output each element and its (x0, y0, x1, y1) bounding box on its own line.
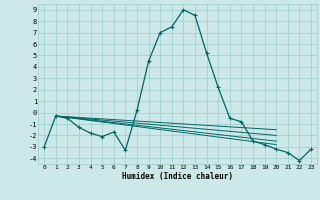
X-axis label: Humidex (Indice chaleur): Humidex (Indice chaleur) (122, 172, 233, 181)
